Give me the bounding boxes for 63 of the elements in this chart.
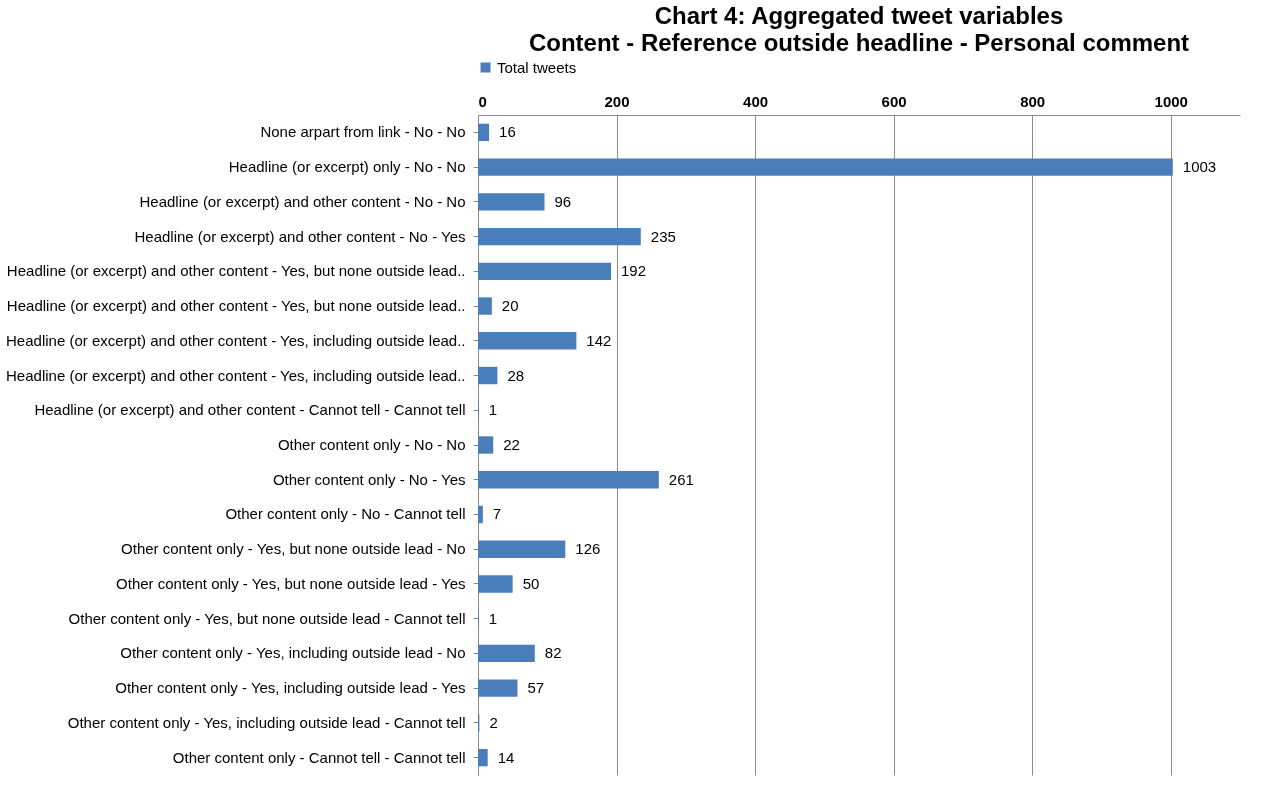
- bar: [478, 540, 566, 558]
- data-label: 28: [507, 366, 525, 384]
- bar: [478, 123, 490, 142]
- bar: [478, 575, 513, 593]
- chart-title: Chart 4: Aggregated tweet variables: [654, 2, 1064, 29]
- y-tick-label: None arpart from link - No - No: [260, 123, 466, 141]
- bar: [478, 471, 659, 489]
- x-tick-label: 800: [1020, 92, 1046, 110]
- data-label: 2: [489, 713, 498, 731]
- data-label: 50: [522, 574, 540, 592]
- bar: [478, 158, 1173, 176]
- y-tick-label: Headline (or excerpt) and other content - No - No: [139, 192, 466, 210]
- bar: [478, 262, 611, 280]
- bar: [478, 505, 483, 524]
- y-tick-label: Headline (or excerpt) and other content - Yes, but none outside lead..: [6, 262, 466, 280]
- data-label: 82: [544, 644, 562, 662]
- x-tick-label: 600: [881, 92, 907, 110]
- bar: [478, 193, 545, 211]
- data-label: 1003: [1182, 158, 1217, 176]
- y-tick-label: Headline (or excerpt) and other content - Yes, including outside lead..: [6, 331, 466, 349]
- y-tick-label: Headline (or excerpt) only - No - No: [228, 158, 466, 176]
- data-label: 126: [575, 540, 601, 558]
- y-tick-label: Other content only - Yes, but none outside lead - No: [121, 540, 466, 558]
- data-label: 235: [650, 227, 676, 245]
- y-tick-label: Other content only - Yes, but none outside lead - Yes: [116, 574, 466, 592]
- data-label: 14: [497, 748, 515, 766]
- bar: [478, 679, 518, 697]
- x-tick-label: 0: [478, 92, 487, 110]
- y-tick-label: Other content only - Yes, including outside lead - Cannot tell: [67, 713, 466, 731]
- data-label: 96: [554, 192, 572, 210]
- y-tick-label: Other content only - Yes, including outside lead - Yes: [115, 679, 466, 697]
- data-label: 261: [668, 470, 694, 488]
- x-tick-label: 1000: [1154, 92, 1188, 110]
- x-tick-label: 400: [743, 92, 769, 110]
- data-label: 20: [501, 297, 519, 315]
- data-label: 1: [488, 609, 498, 627]
- data-label: 7: [492, 505, 502, 523]
- data-label: 142: [586, 331, 612, 349]
- bar: [478, 748, 488, 767]
- bar: [478, 297, 492, 315]
- data-label: 57: [527, 679, 545, 697]
- bar: [478, 644, 535, 663]
- bar: [478, 332, 577, 350]
- bar: [478, 436, 494, 454]
- y-tick-label: Other content only - Cannot tell - Cannot tell: [172, 748, 466, 766]
- chart-subtitle: Content - Reference outside headline - Personal comment: [528, 29, 1190, 56]
- data-label: 16: [499, 123, 516, 141]
- y-tick-label: Other content only - No - No: [277, 436, 466, 453]
- y-tick-label: Headline (or excerpt) and other content - No - Yes: [134, 227, 466, 245]
- y-tick-label: Other content only - No - Cannot tell: [225, 505, 466, 523]
- y-tick-label: Headline (or excerpt) and other content - Cannot tell - Cannot tell: [34, 401, 466, 419]
- data-label: 22: [503, 436, 520, 453]
- y-tick-label: Other content only - No - Yes: [272, 470, 466, 488]
- legend-label: Total tweets: [497, 58, 577, 76]
- y-tick-label: Headline (or excerpt) and other content - Yes, including outside lead..: [6, 366, 466, 384]
- y-tick-label: Headline (or excerpt) and other content - Yes, but none outside lead..: [6, 297, 466, 315]
- x-tick-label: 200: [604, 92, 630, 110]
- data-label: 192: [621, 262, 647, 280]
- y-tick-label: Other content only - Yes, including outside lead - No: [120, 644, 466, 662]
- bar: [478, 366, 498, 385]
- bar: [478, 227, 641, 246]
- data-label: 1: [488, 401, 498, 419]
- y-tick-label: Other content only - Yes, but none outside lead - Cannot tell: [68, 609, 466, 627]
